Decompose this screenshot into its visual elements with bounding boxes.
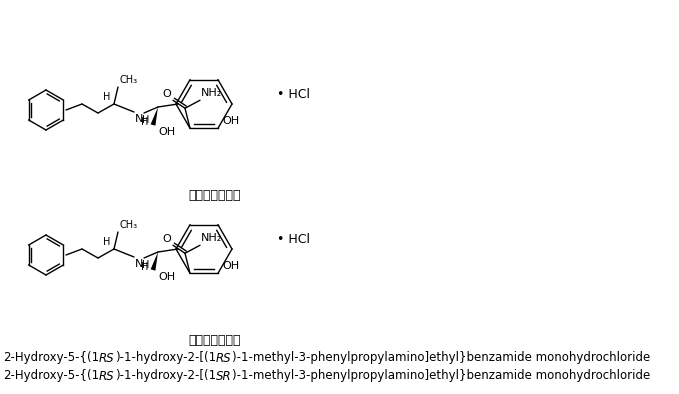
Text: • HCl: • HCl	[277, 232, 310, 245]
Text: H: H	[141, 262, 149, 272]
Text: N: N	[135, 114, 143, 124]
Text: N: N	[135, 259, 143, 269]
Text: O: O	[162, 89, 171, 99]
Text: OH: OH	[222, 261, 239, 271]
Text: 2-Hydroxy-5-{(1: 2-Hydroxy-5-{(1	[3, 370, 99, 383]
Text: )-1-hydroxy-2-[(1: )-1-hydroxy-2-[(1	[115, 351, 216, 364]
Polygon shape	[151, 107, 158, 126]
Text: OH: OH	[158, 127, 175, 137]
Text: 及び鎖像異性体: 及び鎖像異性体	[189, 188, 241, 201]
Text: RS: RS	[99, 370, 115, 383]
Text: )-1-methyl-3-phenylpropylamino]ethyl}benzamide monohydrochloride: )-1-methyl-3-phenylpropylamino]ethyl}ben…	[232, 351, 650, 364]
Text: OH: OH	[158, 272, 175, 282]
Text: NH₂: NH₂	[201, 88, 222, 98]
Text: 2-Hydroxy-5-{(1: 2-Hydroxy-5-{(1	[3, 351, 99, 364]
Text: • HCl: • HCl	[277, 87, 310, 100]
Text: 及び鎖像異性体: 及び鎖像異性体	[189, 333, 241, 346]
Text: CH₃: CH₃	[119, 220, 137, 230]
Polygon shape	[151, 252, 158, 271]
Text: SR: SR	[216, 370, 232, 383]
Text: RS: RS	[216, 351, 232, 364]
Text: OH: OH	[222, 116, 239, 126]
Text: )-1-hydroxy-2-[(1: )-1-hydroxy-2-[(1	[115, 370, 216, 383]
Text: )-1-methyl-3-phenylpropylamino]ethyl}benzamide monohydrochloride: )-1-methyl-3-phenylpropylamino]ethyl}ben…	[232, 370, 650, 383]
Text: H: H	[143, 260, 149, 270]
Text: H: H	[103, 237, 110, 247]
Text: O: O	[162, 234, 171, 244]
Text: H: H	[141, 117, 149, 127]
Text: H: H	[103, 92, 110, 102]
Text: NH₂: NH₂	[201, 233, 222, 243]
Text: RS: RS	[99, 351, 115, 364]
Text: CH₃: CH₃	[119, 75, 137, 85]
Text: H: H	[143, 115, 149, 125]
